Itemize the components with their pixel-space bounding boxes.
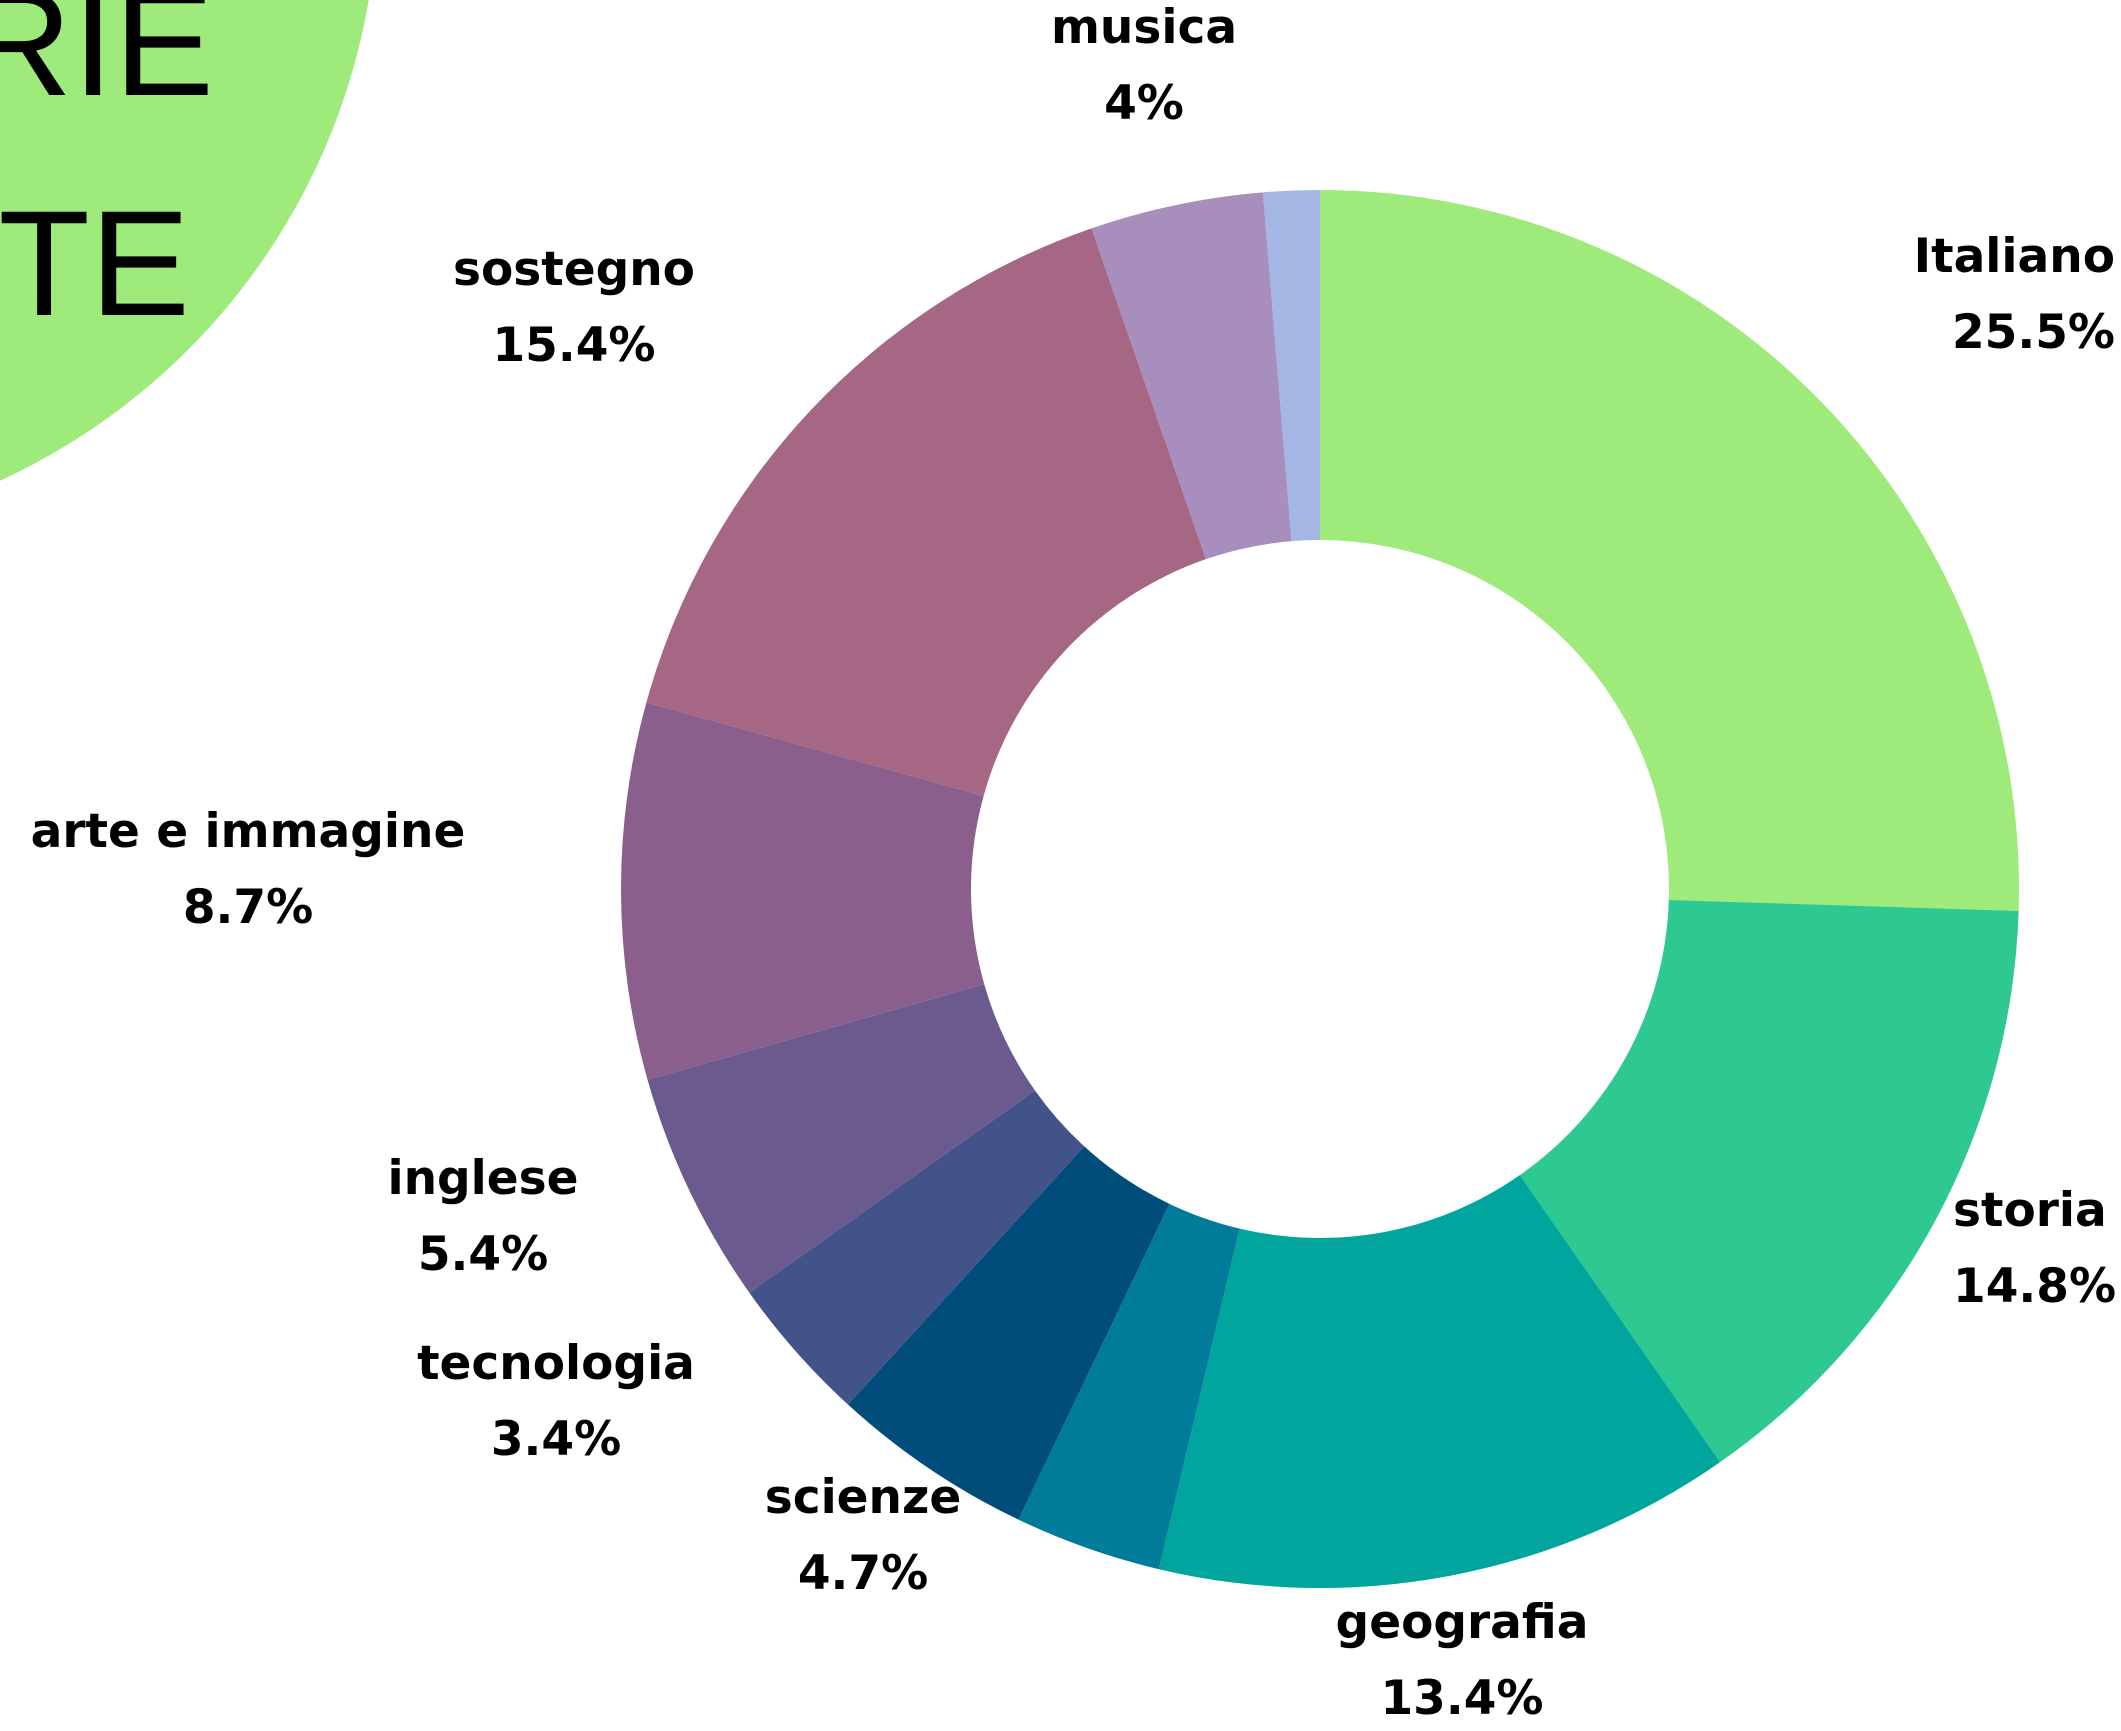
- segment-label: Italiano: [1914, 229, 2115, 284]
- value-label: 4%: [1104, 76, 1184, 131]
- donut-segment: [847, 1146, 1170, 1520]
- segment-label: inglese: [387, 1151, 578, 1206]
- donut-segment: [1262, 190, 1320, 542]
- value-label: 4.7%: [798, 1546, 928, 1601]
- value-label: 25.5%: [1952, 305, 2115, 360]
- value-label: 3.4%: [491, 1412, 621, 1467]
- segment-label: arte e immagine: [31, 804, 466, 859]
- segment-label: sostegno: [453, 242, 695, 297]
- donut-segment: [749, 1090, 1085, 1405]
- donut-segment: [1320, 190, 2019, 911]
- donut-segment: [646, 228, 1206, 796]
- donut-segment: [647, 984, 1036, 1293]
- title-fragment: TE: [0, 179, 190, 347]
- segment-label: musica: [1051, 0, 1237, 55]
- title-blob: [0, 0, 369, 481]
- value-label: 14.8%: [1953, 1259, 2116, 1314]
- donut-segment: [1158, 1175, 1721, 1588]
- value-label: 5.4%: [418, 1227, 548, 1282]
- donut-segment: [1519, 899, 2019, 1463]
- donut-segment: [620, 702, 985, 1080]
- segment-label: tecnologia: [417, 1336, 695, 1391]
- value-label: 13.4%: [1380, 1671, 1543, 1726]
- segment-label: storia: [1953, 1183, 2107, 1238]
- donut-segment: [1018, 1203, 1240, 1570]
- segment-label: geografia: [1336, 1595, 1589, 1650]
- title-fragment: RIE: [0, 0, 214, 127]
- donut-segment: [1091, 192, 1292, 560]
- value-label: 15.4%: [492, 318, 655, 373]
- segment-label: scienze: [765, 1470, 962, 1525]
- value-label: 8.7%: [183, 880, 313, 935]
